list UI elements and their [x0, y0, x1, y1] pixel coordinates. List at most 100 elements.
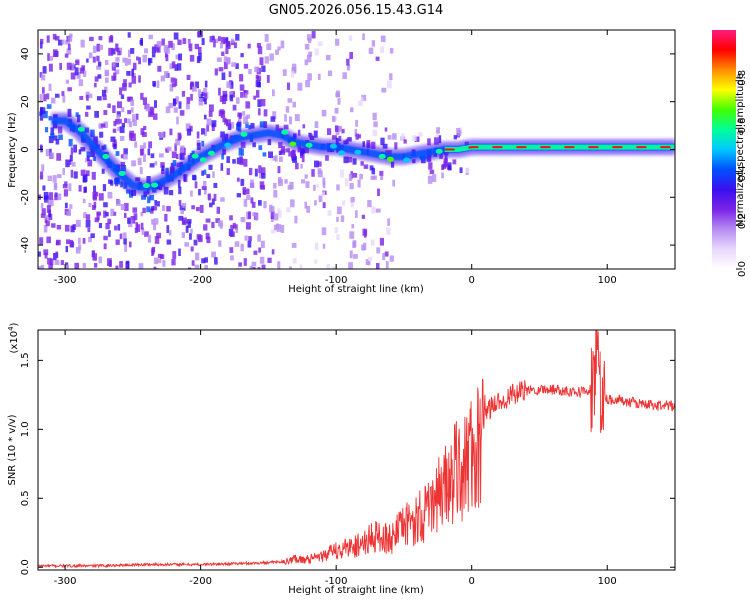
- spectrogram-noise-cell: [78, 237, 81, 245]
- spectrogram-noise-cell: [168, 102, 173, 109]
- spectrogram-noise-cell: [376, 247, 381, 254]
- snr-x-tick-label: 0: [469, 576, 475, 587]
- spectrogram-noise-cell: [104, 69, 110, 77]
- spectrogram-noise-cell: [58, 134, 63, 140]
- spectrogram-noise-cell: [119, 135, 125, 141]
- spectrogram-ridge-blob: [378, 153, 386, 159]
- spectrogram-noise-cell: [380, 137, 385, 146]
- spectrogram-noise-cell: [236, 157, 240, 165]
- spectrogram-noise-cell: [379, 237, 384, 246]
- spectrogram-noise-cell: [291, 243, 297, 248]
- spectrogram-noise-cell: [306, 205, 311, 213]
- spectrogram-noise-cell: [68, 183, 72, 192]
- spectrogram-noise-cell: [132, 119, 137, 127]
- spectrogram-noise-cell: [157, 201, 160, 207]
- spectrogram-noise-cell: [206, 174, 211, 179]
- spectrogram-noise-cell: [160, 75, 166, 82]
- spectrogram-noise-cell: [167, 146, 172, 152]
- spectrogram-noise-cell: [92, 56, 96, 63]
- spectrogram-noise-cell: [61, 91, 65, 97]
- spectrogram-noise-cell: [237, 112, 242, 118]
- spectrogram-noise-cell: [96, 96, 102, 101]
- spectrogram-noise-cell: [327, 70, 333, 77]
- spectrogram-noise-cell: [250, 179, 254, 188]
- spectrogram-noise-cell: [83, 212, 87, 219]
- spectrogram-noise-cell: [412, 135, 417, 141]
- spectrogram-noise-cell: [172, 251, 177, 259]
- spectrogram-noise-cell: [131, 114, 136, 123]
- spectrogram-noise-cell: [245, 114, 251, 119]
- spectrogram-noise-cell: [127, 32, 131, 38]
- spectrogram-noise-cell: [342, 72, 347, 79]
- spectrogram-noise-cell: [49, 258, 54, 266]
- spectrogram-noise-cell: [46, 236, 51, 244]
- spectrogram-noise-cell: [191, 260, 195, 266]
- spectrogram-noise-cell: [115, 119, 120, 125]
- spectrogram-noise-cell: [66, 62, 72, 70]
- spectrogram-noise-cell: [354, 129, 358, 137]
- spectrogram-noise-cell: [302, 124, 306, 129]
- spectrogram-noise-cell: [230, 38, 234, 43]
- spectrogram-noise-cell: [156, 80, 160, 88]
- spectrogram-noise-cell: [86, 105, 91, 110]
- spectrogram-noise-cell: [159, 153, 164, 158]
- spectrogram-noise-cell: [196, 206, 200, 212]
- spectrogram-noise-cell: [196, 131, 200, 139]
- spectrogram-noise-cell: [152, 206, 157, 211]
- spectrogram-noise-cell: [226, 168, 230, 175]
- colorbar-tick-label: 0.4: [737, 165, 748, 181]
- spectrogram-noise-cell: [418, 132, 423, 137]
- spectrogram-noise-cell: [270, 116, 276, 122]
- spectrogram-noise-cell: [71, 162, 76, 167]
- spectrogram-noise-cell: [240, 178, 245, 186]
- spectrogram-noise-cell: [444, 154, 448, 161]
- spectrogram-noise-cell: [256, 75, 262, 81]
- spectrogram-noise-cell: [65, 79, 70, 84]
- spectrogram-noise-cell: [244, 235, 248, 241]
- spectrogram-noise-cell: [75, 60, 80, 66]
- snr-panel: -300 -200 -100 0 100 0.0 0.5 1.0 1.5 Height of s…: [7, 322, 676, 596]
- spectrogram-noise-cell: [292, 101, 297, 108]
- spectrogram-noise-cell: [192, 86, 197, 92]
- spectrogram-noise-cell: [213, 182, 218, 188]
- spectrogram-noise-cell: [130, 107, 134, 113]
- spectrogram-noise-cell: [53, 135, 58, 141]
- spectrogram-noise-cell: [343, 156, 349, 164]
- spectrogram-noise-cell: [209, 202, 213, 208]
- spectrogram-noise-cell: [263, 200, 267, 209]
- spectrogram-noise-cell: [149, 107, 155, 116]
- spectrogram-noise-cell: [156, 258, 162, 264]
- spectrogram-noise-cell: [334, 107, 339, 114]
- spectrogram-noise-cell: [176, 116, 179, 125]
- spectrogram-noise-cell: [89, 93, 93, 99]
- spectrogram-noise-cell: [116, 111, 121, 117]
- spectrogram-noise-cell: [127, 109, 131, 115]
- spectrogram-noise-cell: [98, 36, 103, 41]
- spectrogram-noise-cell: [235, 97, 240, 104]
- spectrogram-noise-cell: [181, 202, 187, 208]
- spectrogram-noise-cell: [103, 121, 108, 129]
- spectrogram-noise-cell: [153, 223, 157, 231]
- spectrogram-noise-cell: [389, 47, 394, 54]
- spectrogram-noise-cell: [325, 155, 329, 161]
- spectrogram-noise-cell: [218, 240, 222, 247]
- spectrogram-noise-cell: [363, 242, 367, 251]
- spectrogram-noise-cell: [288, 116, 292, 125]
- snr-y-tick-label: 1.5: [20, 352, 31, 368]
- spectrogram-ridge-blob: [102, 153, 110, 159]
- colorbar-tick-label: 0.6: [737, 118, 748, 134]
- spectrogram-noise-cell: [42, 185, 46, 191]
- spectrogram-noise-cell: [252, 212, 256, 217]
- spectrogram-noise-cell: [41, 164, 45, 172]
- spectrogram-noise-cell: [54, 259, 60, 265]
- spectrogram-noise-cell: [226, 43, 231, 49]
- spectrogram-noise-cell: [123, 79, 127, 87]
- spectrogram-noise-cell: [206, 118, 212, 126]
- snr-y-tick-label: 0.5: [20, 490, 31, 506]
- spectrogram-noise-cell: [119, 233, 123, 240]
- spectrogram-noise-cell: [62, 95, 66, 103]
- spectrogram-noise-cell: [453, 135, 457, 140]
- spectrogram-noise-cell: [361, 244, 365, 251]
- spectrogram-noise-cell: [261, 65, 266, 72]
- spectrogram-noise-cell: [229, 94, 234, 102]
